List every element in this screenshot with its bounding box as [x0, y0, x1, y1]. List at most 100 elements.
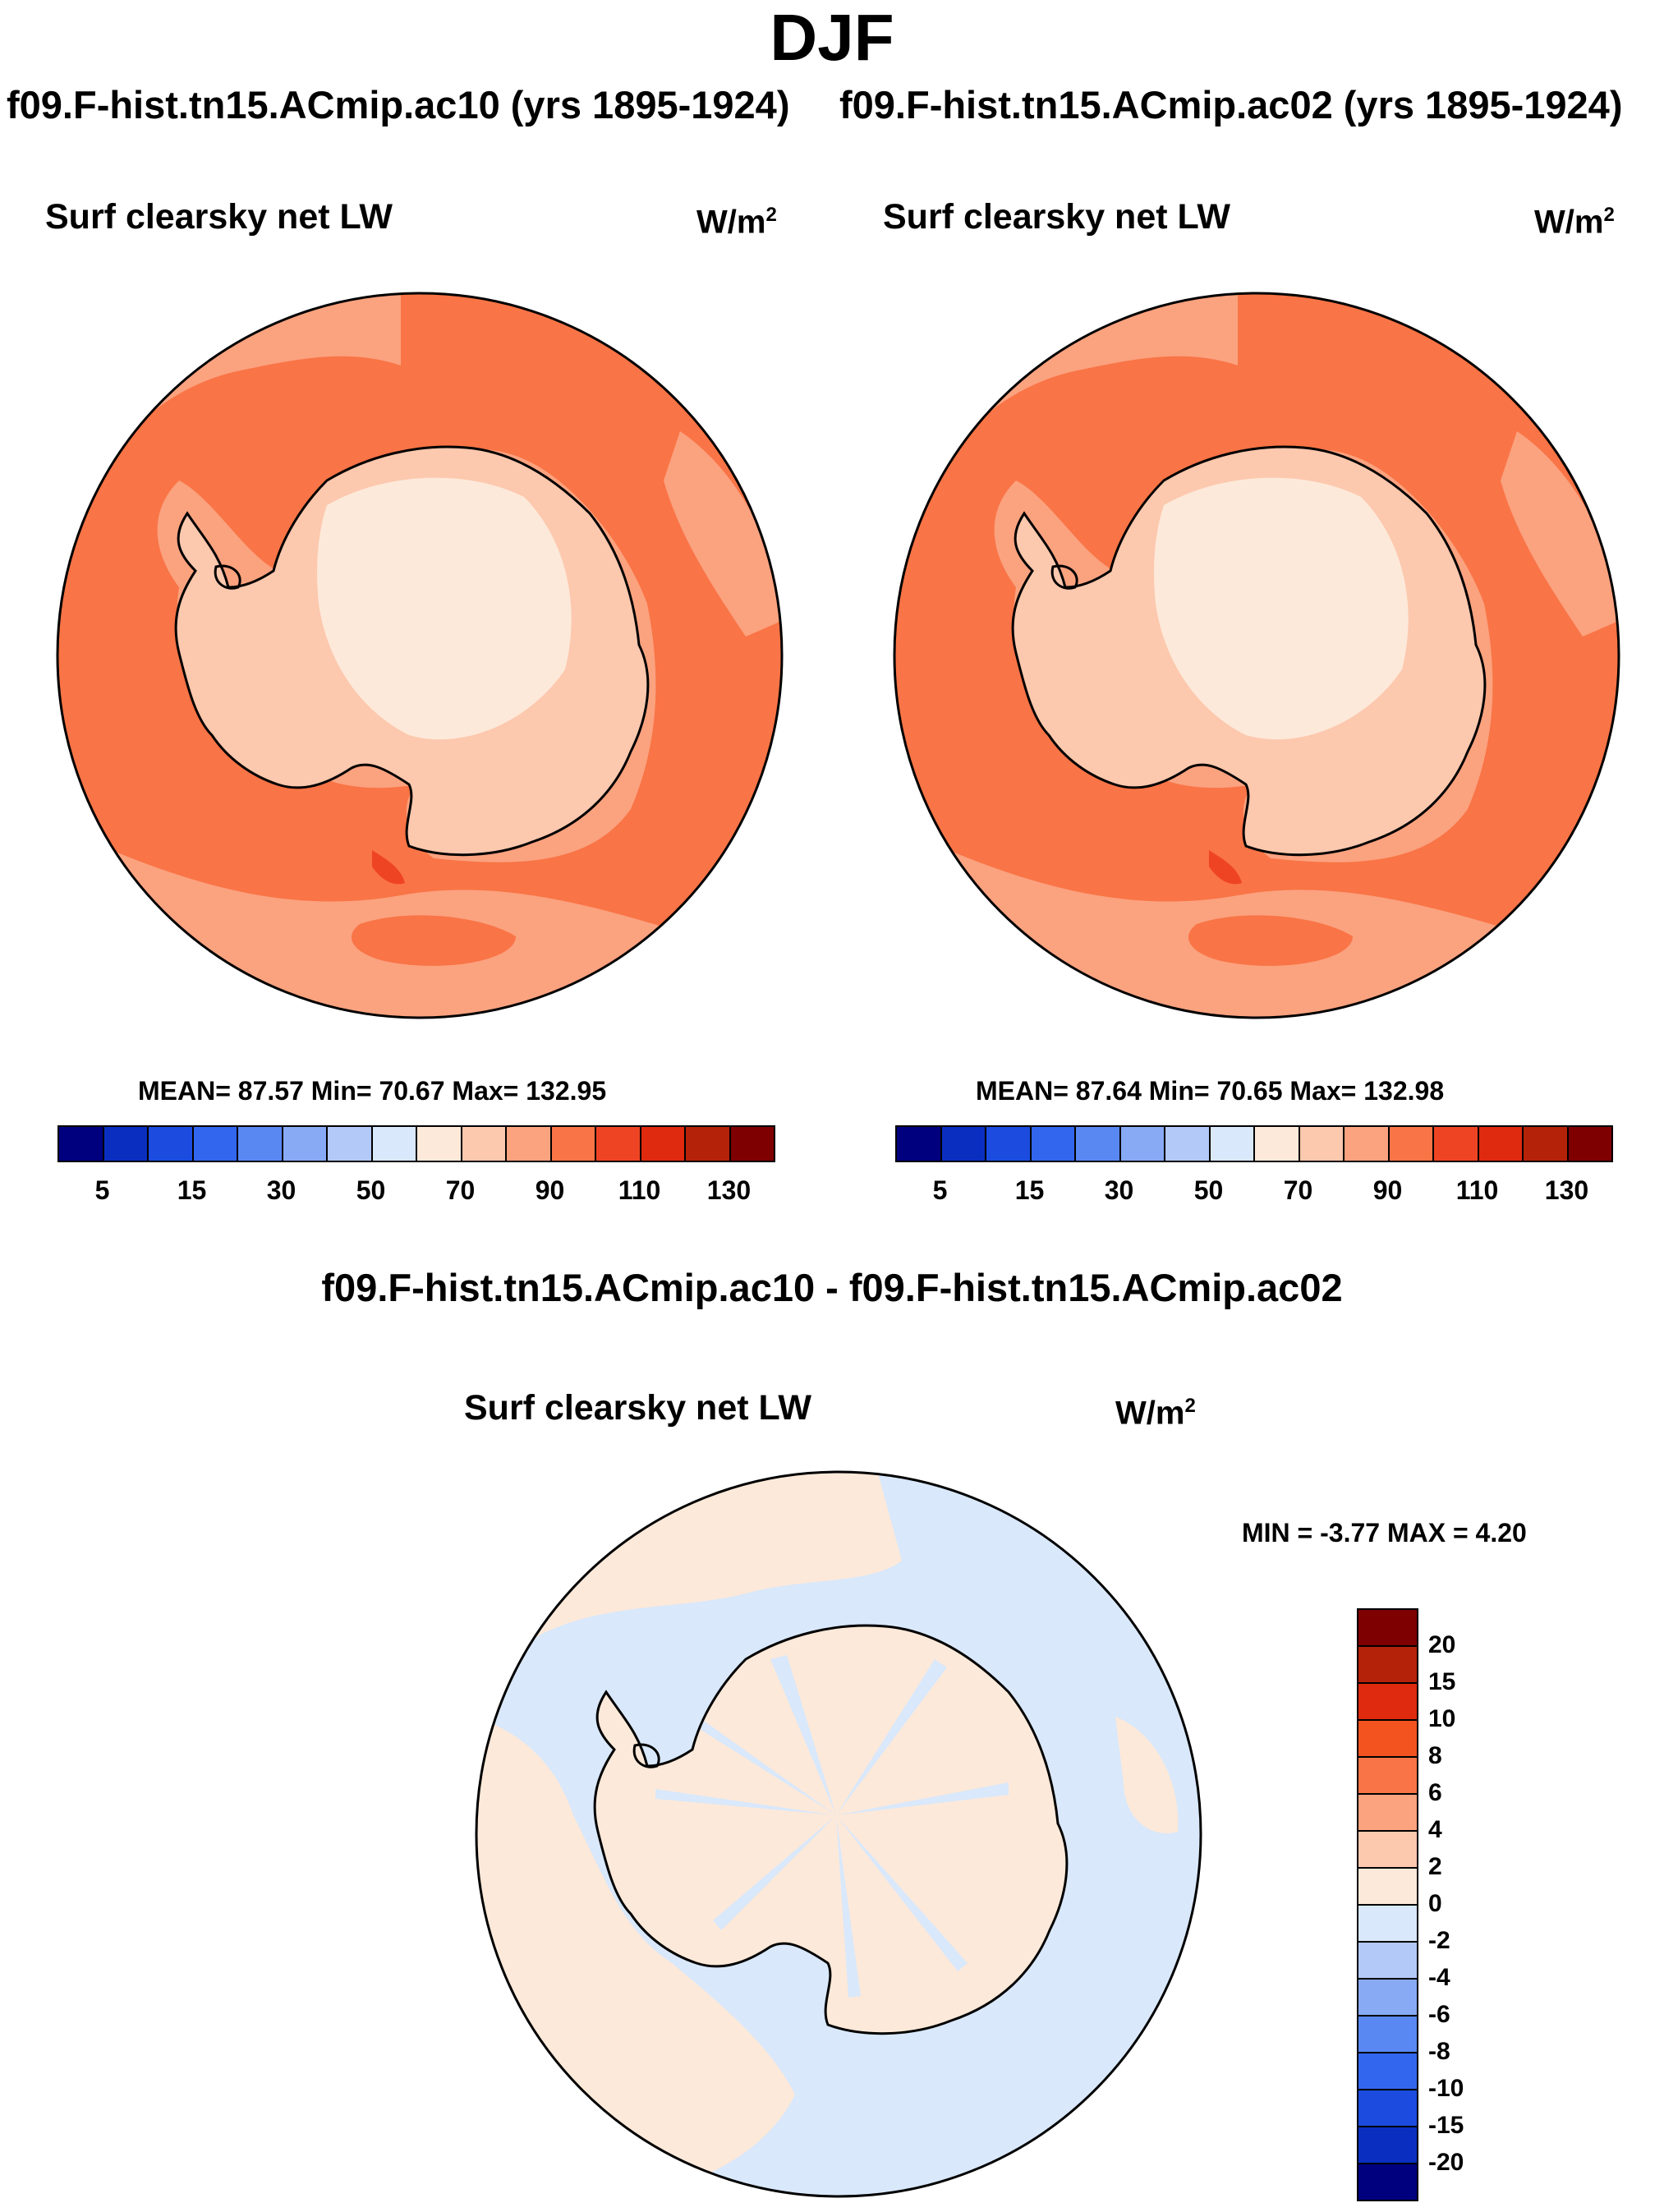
figure-title: DJF: [770, 1, 894, 74]
ice-shelf-outline: [214, 564, 241, 590]
colorbar-tick-label: 8: [1428, 1742, 1442, 1769]
colorbar-swatch: [416, 1125, 462, 1162]
colorbar-swatch: [1253, 1125, 1300, 1162]
colorbar-swatch: [1357, 1867, 1418, 1906]
colorbar-swatch: [1029, 1125, 1076, 1162]
colorbar-swatch: [57, 1125, 104, 1162]
colorbar-tick-label: 2: [1428, 1853, 1442, 1880]
diff-panel-minmax: MIN = -3.77 MAX = 4.20: [1242, 1518, 1527, 1547]
ocean-patch: [352, 915, 516, 966]
colorbar-tick-label: -20: [1428, 2149, 1464, 2176]
colorbar-tick-label: 90: [535, 1175, 565, 1205]
case-label-right: f09.F-hist.tn15.ACmip.ac02 (yrs 1895-192…: [839, 83, 1623, 126]
colorbar-tick-label: 30: [266, 1175, 296, 1205]
colorbar-swatch: [505, 1125, 552, 1162]
colorbar-tick-label: -8: [1428, 2038, 1450, 2065]
colorbar-swatch: [1357, 2089, 1418, 2127]
colorbar-swatch: [940, 1125, 986, 1162]
colorbar-swatch: [985, 1125, 1032, 1162]
coastline: [174, 445, 650, 857]
colorbar-swatch: [147, 1125, 194, 1162]
colorbar-tick-label: -2: [1428, 1927, 1450, 1954]
colorbar-tick-label: 6: [1428, 1779, 1442, 1806]
right-panel-stats: MEAN= 87.64 Min= 70.65 Max= 132.98: [976, 1076, 1445, 1106]
right-colorbar: 5 15 30 50 70 90 110 130: [895, 1125, 1613, 1205]
map-boundary: [56, 292, 784, 1019]
colorbar-tick-label: 30: [1104, 1175, 1134, 1205]
left-colorbar: 5 15 30 50 70 90 110 130: [57, 1125, 775, 1205]
ice-shelf-outline: [632, 1743, 660, 1768]
colorbar-tick-label: 90: [1372, 1175, 1403, 1205]
hot-spot: [372, 850, 405, 885]
colorbar-swatch: [1477, 1125, 1524, 1162]
colorbar-tick-label: -4: [1428, 1964, 1450, 1991]
positive-region-east: [1115, 1717, 1179, 1833]
right-panel-variable: Surf clearsky net LW: [883, 197, 1230, 237]
ice-shelf-outline: [1050, 564, 1078, 590]
colorbar-swatch: [102, 1125, 149, 1162]
colorbar-swatch: [1298, 1125, 1345, 1162]
colorbar-tick-label: 10: [1428, 1705, 1456, 1732]
colorbar-swatch: [1164, 1125, 1211, 1162]
colorbar-swatch: [639, 1125, 686, 1162]
diff-panel-variable: Surf clearsky net LW: [464, 1388, 811, 1428]
right-polar-map: [893, 292, 1620, 1019]
colorbar-tick-label: -15: [1428, 2112, 1464, 2139]
colorbar-tick-label: 110: [618, 1175, 661, 1205]
colorbar-tick-label: 130: [1544, 1175, 1589, 1205]
colorbar-swatch: [460, 1125, 507, 1162]
colorbar-swatch: [1357, 1941, 1418, 1980]
colorbar-tick-label: 5: [94, 1175, 110, 1205]
colorbar-swatch: [1357, 2126, 1418, 2164]
case-label-left: f09.F-hist.tn15.ACmip.ac10 (yrs 1895-192…: [7, 83, 790, 126]
colorbar-swatch: [1357, 1719, 1418, 1758]
colorbar-tick-label: 130: [706, 1175, 752, 1205]
colorbar-tick-label: -6: [1428, 2001, 1450, 2028]
colorbar-swatch: [237, 1125, 283, 1162]
plateau-land: [317, 477, 572, 740]
colorbar-tick-label: 20: [1428, 1631, 1456, 1658]
colorbar-swatch: [1522, 1125, 1569, 1162]
colorbar-swatch: [370, 1125, 417, 1162]
colorbar-swatch: [1357, 1756, 1418, 1795]
colorbar-swatch: [1343, 1125, 1390, 1162]
colorbar-tick-label: -10: [1428, 2075, 1464, 2102]
colorbar-swatch: [1357, 1904, 1418, 1943]
colorbar-swatch: [595, 1125, 641, 1162]
colorbar-swatch: [1432, 1125, 1479, 1162]
right-panel-units: W/m2: [1534, 204, 1615, 241]
colorbar-tick-label: 15: [1428, 1668, 1456, 1695]
colorbar-swatch: [1566, 1125, 1613, 1162]
left-panel-stats: MEAN= 87.57 Min= 70.67 Max= 132.95: [138, 1076, 607, 1106]
colorbar-swatch: [1357, 2015, 1418, 2053]
diff-panel-units: W/m2: [1115, 1395, 1196, 1432]
colorbar-tick-label: 4: [1428, 1816, 1442, 1843]
colorbar-swatch: [1357, 2163, 1418, 2201]
colorbar-swatch: [1357, 1608, 1418, 1647]
left-panel-units: W/m2: [696, 204, 777, 241]
colorbar-swatch: [191, 1125, 238, 1162]
radial-negative-streaks: [655, 1655, 1009, 1998]
hot-spot: [1209, 850, 1242, 885]
map-boundary: [893, 292, 1620, 1019]
colorbar-swatch: [1357, 1682, 1418, 1721]
colorbar-swatch: [1357, 1978, 1418, 2017]
colorbar-swatch: [549, 1125, 596, 1162]
colorbar-swatch: [326, 1125, 373, 1162]
colorbar-tick-label: 0: [1428, 1890, 1442, 1917]
colorbar-tick-label: 15: [177, 1175, 207, 1205]
colorbar-tick-label: 15: [1014, 1175, 1045, 1205]
difference-colorbar: 20 15 10 8 6 4 2 0 -2 -4 -6 -8 -10 -15 -20: [1357, 1608, 1464, 2201]
colorbar-swatch: [1357, 1793, 1418, 1832]
colorbar-tick-label: 5: [932, 1175, 948, 1205]
difference-title: f09.F-hist.tn15.ACmip.ac10 - f09.F-hist.…: [321, 1266, 1343, 1309]
colorbar-swatch: [1357, 1645, 1418, 1684]
colorbar-swatch: [729, 1125, 775, 1162]
ocean-patch: [1188, 915, 1353, 966]
colorbar-tick-label: 70: [445, 1175, 476, 1205]
colorbar-swatch: [1119, 1125, 1165, 1162]
colorbar-swatch: [895, 1125, 942, 1162]
colorbar-tick-label: 50: [356, 1175, 386, 1205]
difference-polar-map: [475, 1470, 1202, 2198]
colorbar-swatch: [1387, 1125, 1434, 1162]
